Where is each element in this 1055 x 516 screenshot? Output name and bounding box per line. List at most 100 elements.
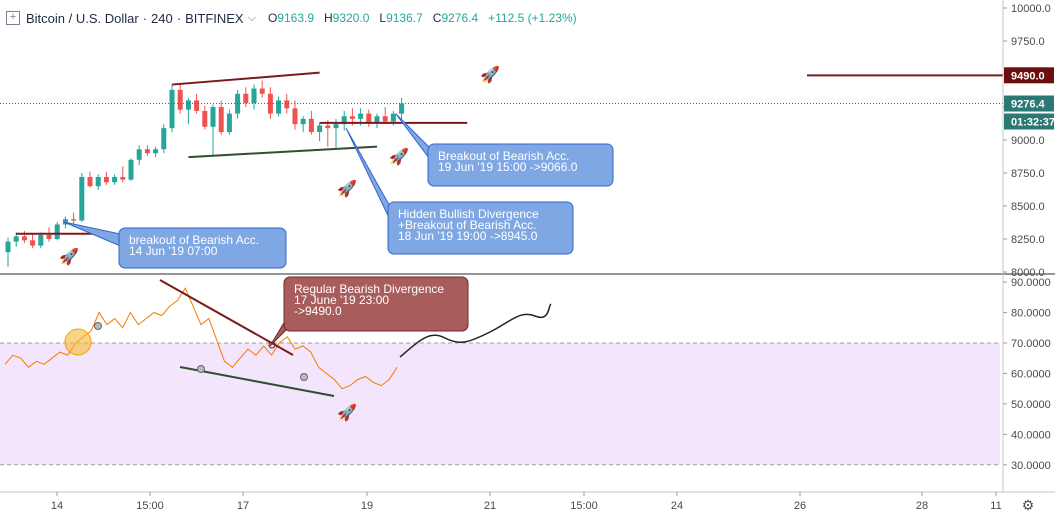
settings-gear-icon[interactable]: ⚙	[1022, 497, 1035, 513]
candle-body	[79, 176, 85, 221]
trendline-bearish-acc-lower	[188, 145, 378, 159]
callout-regular-bearish-line: 17 June '19 23:00	[294, 293, 389, 307]
time-tick-label: 14	[51, 500, 63, 512]
candle-body	[112, 176, 118, 183]
separator-dot: ·	[176, 10, 182, 26]
open-number: 9163.9	[277, 11, 314, 25]
candle-body	[71, 219, 77, 221]
candle-body	[399, 103, 405, 114]
interval-label[interactable]: 240	[151, 10, 173, 26]
resistance-price-label: 9490.0	[1011, 70, 1045, 82]
candle-body	[169, 89, 175, 129]
change-value: +112.5 (+1.23%)	[488, 11, 577, 25]
callouts-layer: breakout of Bearish Acc.14 Jun '19 07:00…	[59, 65, 614, 422]
candle-body	[308, 118, 314, 133]
low-value: L9136.7	[379, 11, 422, 25]
callout-breakout-2-line: 19 Jun '19 15:00 ->9066.0	[438, 160, 578, 174]
price-tick-label: 10000.0	[1011, 3, 1051, 15]
candle-body	[128, 159, 134, 180]
time-tick-label: 19	[361, 500, 373, 512]
time-tick-label: 15:00	[570, 500, 598, 512]
time-tick-label: 21	[484, 500, 496, 512]
rsi-point-marker	[197, 365, 205, 373]
high-number: 9320.0	[332, 11, 370, 25]
candle-body	[317, 125, 323, 133]
candle-body	[390, 113, 396, 122]
resistance-price-label-bg	[1004, 67, 1054, 84]
candle-body	[226, 113, 232, 133]
candle-body	[46, 235, 52, 239]
compare-plus-icon[interactable]: +	[6, 11, 20, 25]
price-tick-label: 8750.0	[1011, 168, 1045, 180]
countdown-label: 01:32:37	[1011, 117, 1055, 129]
callout-breakout-1-line: breakout of Bearish Acc.	[129, 233, 259, 247]
callout-hidden-div-box	[387, 201, 574, 255]
price-tick-label: 8000.0	[1011, 267, 1045, 279]
current-price-label-bg	[1004, 95, 1054, 112]
rocket-icon: 🚀	[337, 403, 357, 422]
candle-body	[382, 116, 388, 122]
exchange-label[interactable]: BITFINEX	[185, 10, 244, 26]
close-key: C	[432, 11, 442, 25]
open-key: O	[267, 11, 278, 25]
time-tick-label: 17	[237, 500, 249, 512]
candle-body	[30, 240, 36, 246]
chevron-down-icon[interactable]: ⌵	[247, 11, 256, 24]
candle-body	[349, 116, 355, 119]
price-tick-label: 8250.0	[1011, 234, 1045, 246]
time-tick-label: 15:00	[136, 500, 164, 512]
callout-regular-bearish-line: ->9490.0	[294, 304, 342, 318]
candle-body	[153, 149, 159, 154]
candle-body	[185, 100, 191, 110]
candle-body	[202, 110, 208, 127]
candle-body	[243, 93, 249, 104]
high-value: H9320.0	[324, 11, 369, 25]
rocket-icon: 🚀	[389, 147, 409, 166]
candle-body	[21, 236, 27, 241]
rsi-point-marker	[94, 322, 102, 330]
callout-breakout-2-line: Breakout of Bearish Acc.	[438, 149, 569, 163]
candle-body	[210, 107, 216, 127]
callout-breakout-1-line: 14 Jun '19 07:00	[129, 244, 218, 258]
candle-body	[38, 235, 44, 246]
high-key: H	[324, 11, 333, 25]
callout-breakout-2-box	[427, 143, 614, 187]
callout-hidden-div-line: +Breakout of Bearish Acc.	[398, 218, 536, 232]
separator-dot: ·	[142, 10, 148, 26]
candle-body	[177, 89, 183, 110]
candle-body	[103, 176, 109, 183]
candle-body	[259, 88, 265, 94]
rsi-tick-label: 60.0000	[1011, 368, 1051, 380]
low-number: 9136.7	[386, 11, 423, 25]
rsi-highlight-marker	[64, 328, 92, 356]
candle-body	[366, 113, 372, 123]
candle-body	[284, 100, 290, 109]
symbol-name[interactable]: Bitcoin / U.S. Dollar	[26, 10, 139, 26]
callout-breakout-1-box	[118, 227, 287, 269]
candle-body	[276, 100, 282, 114]
trendline-bearish-acc-upper	[171, 71, 320, 86]
callout-hidden-div-tail	[345, 127, 393, 225]
rsi-point-marker	[300, 373, 308, 381]
time-tick-label: 24	[671, 500, 683, 512]
price-tick-label: 9000.0	[1011, 135, 1045, 147]
candle-body	[333, 124, 339, 129]
callout-hidden-div-line: 18 Jun '19 19:00 ->8945.0	[398, 229, 538, 243]
candle-body	[87, 176, 93, 187]
time-tick-label: 26	[794, 500, 806, 512]
rocket-icon: 🚀	[480, 65, 500, 84]
time-tick-label: 11	[990, 500, 1001, 512]
candle-body	[144, 149, 150, 154]
callout-breakout-1-tail	[63, 221, 126, 249]
candle-body	[292, 108, 298, 125]
candle-body	[300, 118, 306, 125]
rsi-tick-label: 40.0000	[1011, 429, 1051, 441]
candle-body	[341, 116, 347, 125]
rsi-projection-curve	[399, 303, 552, 358]
rsi-tick-label: 50.0000	[1011, 399, 1051, 411]
callout-regular-bearish-line: Regular Bearish Divergence	[294, 282, 444, 296]
rsi-bullish-divergence-line	[179, 366, 335, 397]
